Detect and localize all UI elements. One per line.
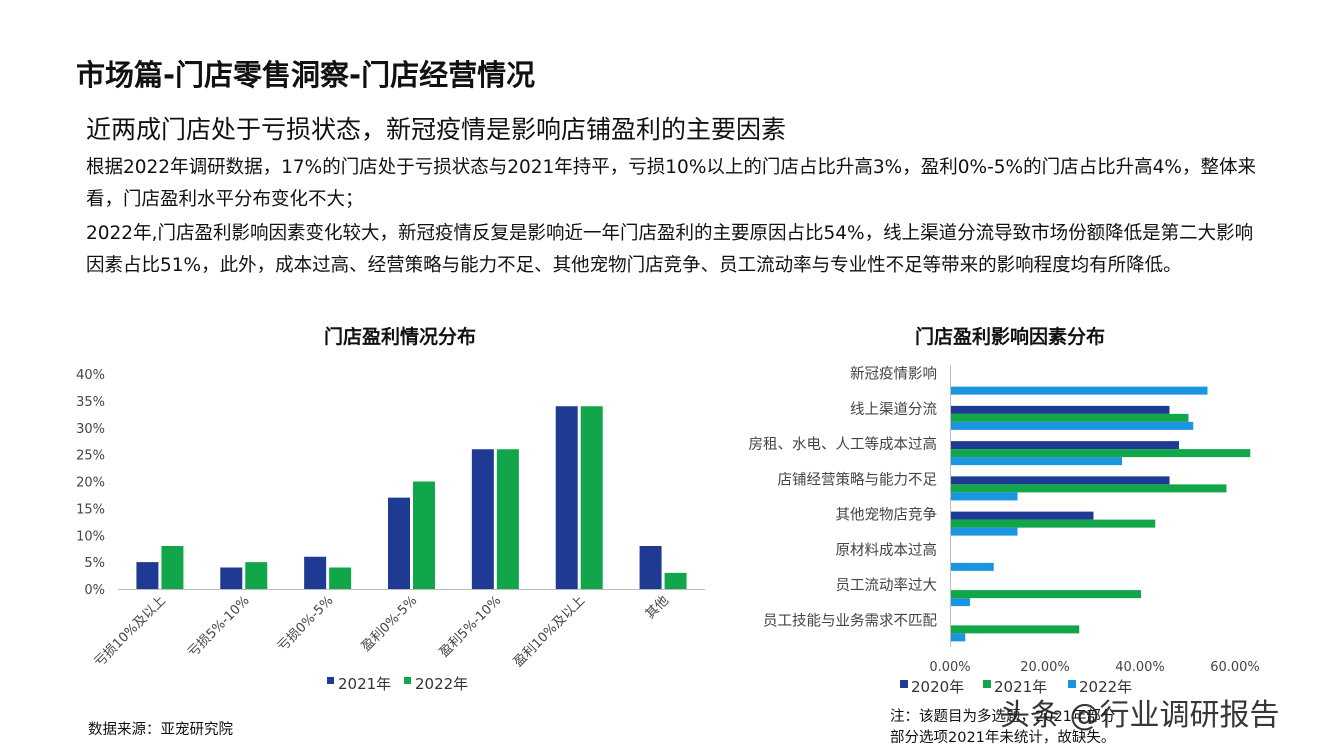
x-tick-label: 亏损0%-5% bbox=[275, 593, 336, 654]
x-tick-label: 40.00% bbox=[1115, 660, 1165, 675]
bar-2021 bbox=[388, 497, 410, 589]
y-tick-label: 30% bbox=[76, 422, 105, 437]
bar-2021 bbox=[304, 556, 327, 589]
x-tick-label: 盈利0%-5% bbox=[359, 593, 420, 654]
hbar-2021年 bbox=[951, 449, 1251, 458]
hbar-2022年 bbox=[951, 527, 1018, 536]
y-category-label: 店铺经营策略与能力不足 bbox=[778, 471, 938, 488]
left-chart-title: 门店盈利情况分布 bbox=[323, 326, 476, 348]
summary-paragraph-2: 2022年,门店盈利影响因素变化较大，新冠疫情反复是影响近一年门店盈利的主要原因… bbox=[86, 223, 1254, 276]
hbar-2020年 bbox=[951, 441, 1179, 450]
bar-2022 bbox=[664, 572, 687, 589]
legend-swatch bbox=[983, 680, 991, 688]
x-tick-label: 亏损10%及以上 bbox=[92, 593, 169, 670]
legend-swatch bbox=[1068, 680, 1076, 688]
hbar-2021年 bbox=[951, 519, 1156, 528]
x-tick-label: 60.00% bbox=[1210, 660, 1260, 675]
hbar-2020年 bbox=[951, 511, 1094, 520]
hbar-2021年 bbox=[951, 484, 1227, 493]
x-tick-label: 盈利5%-10% bbox=[437, 593, 504, 660]
profit-factors-chart: 新冠疫情影响线上渠道分流房租、水电、人工等成本过高店铺经营策略与能力不足其他宠物… bbox=[749, 365, 1260, 696]
y-category-label: 原材料成本过高 bbox=[836, 542, 938, 559]
footnote-line-2: 部分选项2021年未统计，故缺失。 bbox=[890, 730, 1116, 746]
y-tick-label: 5% bbox=[84, 556, 105, 571]
y-tick-label: 0% bbox=[84, 583, 105, 598]
y-category-label: 新冠疫情影响 bbox=[850, 366, 937, 383]
page-title: 市场篇-门店零售洞察-门店经营情况 bbox=[76, 58, 536, 92]
hbar-2022年 bbox=[951, 562, 994, 571]
hbar-2022年 bbox=[951, 633, 966, 642]
hbar-2021年 bbox=[951, 625, 1080, 634]
y-tick-label: 20% bbox=[76, 476, 105, 491]
bar-2022 bbox=[413, 481, 435, 589]
x-tick-label: 0.00% bbox=[929, 660, 970, 675]
page-subtitle: 近两成门店处于亏损状态，新冠疫情是影响店铺盈利的主要因素 bbox=[86, 115, 787, 144]
hbar-2022年 bbox=[951, 492, 1018, 501]
bar-2022 bbox=[161, 546, 184, 589]
y-category-label: 员工技能与业务需求不匹配 bbox=[763, 612, 937, 629]
x-tick-label: 20.00% bbox=[1020, 660, 1070, 675]
y-category-label: 员工流动率过大 bbox=[836, 577, 938, 594]
bar-2021 bbox=[555, 406, 578, 589]
x-tick-label: 亏损5%-10% bbox=[185, 593, 252, 660]
bar-2021 bbox=[136, 562, 159, 589]
legend-swatch bbox=[327, 677, 334, 684]
legend-label: 2021年 bbox=[338, 675, 391, 693]
hbar-2022年 bbox=[951, 421, 1194, 430]
x-tick-label: 其他 bbox=[643, 593, 672, 622]
legend-label: 2022年 bbox=[415, 675, 468, 693]
legend-swatch bbox=[900, 680, 908, 688]
y-tick-label: 40% bbox=[76, 368, 105, 383]
bar-2022 bbox=[329, 567, 352, 589]
legend-label: 2021年 bbox=[994, 678, 1047, 696]
hbar-2020年 bbox=[951, 476, 1170, 485]
y-tick-label: 15% bbox=[76, 502, 105, 517]
watermark: 头条 @行业调研报告 bbox=[1000, 698, 1280, 733]
bar-2021 bbox=[471, 449, 494, 589]
data-source-note: 数据来源：亚宠研究院 bbox=[88, 722, 233, 738]
hbar-2021年 bbox=[951, 590, 1141, 599]
legend-swatch bbox=[404, 677, 411, 684]
legend-label: 2022年 bbox=[1079, 678, 1132, 696]
summary-paragraph-1: 根据2022年调研数据，17%的门店处于亏损状态与2021年持平，亏损10%以上… bbox=[86, 157, 1256, 210]
y-category-label: 房租、水电、人工等成本过高 bbox=[749, 435, 938, 453]
bar-2021 bbox=[220, 567, 243, 589]
bar-2022 bbox=[496, 449, 519, 589]
hbar-2020年 bbox=[951, 405, 1170, 414]
y-tick-label: 10% bbox=[76, 529, 105, 544]
footnote: 注：该题目为多选题，2021年部分 部分选项2021年未统计，故缺失。 bbox=[890, 707, 1115, 749]
bar-2021 bbox=[639, 546, 662, 589]
y-tick-label: 25% bbox=[76, 449, 105, 464]
hbar-2021年 bbox=[951, 413, 1189, 422]
y-tick-label: 35% bbox=[76, 395, 105, 410]
hbar-2022年 bbox=[951, 386, 1208, 395]
footnote-line-1: 注：该题目为多选题，2021年部分 bbox=[890, 709, 1116, 725]
x-tick-label: 盈利10%及以上 bbox=[511, 593, 588, 670]
bar-2022 bbox=[245, 562, 268, 589]
hbar-2022年 bbox=[951, 598, 970, 607]
bar-2022 bbox=[580, 406, 603, 589]
y-category-label: 其他宠物店竞争 bbox=[836, 506, 938, 524]
right-chart-title: 门店盈利影响因素分布 bbox=[914, 326, 1105, 348]
legend-label: 2020年 bbox=[911, 678, 964, 696]
hbar-2022年 bbox=[951, 457, 1122, 466]
profit-distribution-chart: 0% 5% 10% 15% 20% 25% 30% 35% 40% 亏损10%及以上 亏损5%-10… bbox=[76, 368, 705, 693]
y-category-label: 线上渠道分流 bbox=[850, 401, 937, 418]
